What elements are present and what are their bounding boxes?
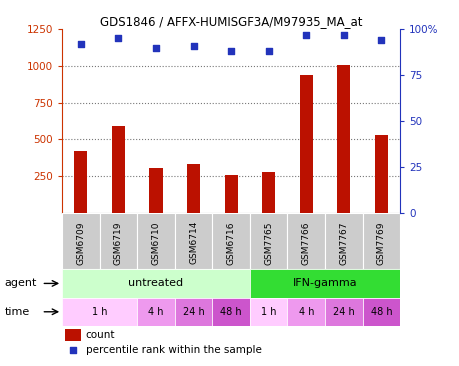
Bar: [137, 213, 174, 269]
Bar: [249, 298, 287, 326]
Bar: [149, 168, 162, 213]
Point: [190, 43, 197, 49]
Text: 1 h: 1 h: [260, 307, 276, 317]
Point: [377, 37, 384, 43]
Bar: [249, 269, 399, 298]
Text: 24 h: 24 h: [182, 307, 204, 317]
Bar: [100, 213, 137, 269]
Bar: [62, 213, 100, 269]
Bar: [362, 213, 399, 269]
Text: 4 h: 4 h: [298, 307, 313, 317]
Bar: [62, 298, 137, 326]
Bar: [325, 213, 362, 269]
Text: time: time: [5, 307, 30, 317]
Bar: [374, 135, 387, 213]
Point: [115, 36, 122, 41]
Bar: [174, 213, 212, 269]
Point: [302, 32, 309, 38]
Text: GSM6714: GSM6714: [189, 221, 198, 264]
Text: untreated: untreated: [128, 279, 183, 288]
Title: GDS1846 / AFFX-HUMISGF3A/M97935_MA_at: GDS1846 / AFFX-HUMISGF3A/M97935_MA_at: [100, 15, 362, 28]
Text: 48 h: 48 h: [370, 307, 392, 317]
Text: GSM6719: GSM6719: [114, 221, 123, 265]
Text: IFN-gamma: IFN-gamma: [292, 279, 357, 288]
Point: [339, 32, 347, 38]
Text: GSM6710: GSM6710: [151, 221, 160, 265]
Point: [152, 45, 159, 51]
Bar: [262, 172, 274, 213]
Bar: [62, 269, 249, 298]
Text: GSM6716: GSM6716: [226, 221, 235, 265]
Bar: [249, 213, 287, 269]
Text: percentile rank within the sample: percentile rank within the sample: [85, 345, 261, 355]
Point: [264, 48, 272, 54]
Text: 48 h: 48 h: [220, 307, 241, 317]
Bar: [287, 298, 325, 326]
Bar: [74, 151, 87, 213]
Bar: [212, 298, 249, 326]
Text: count: count: [85, 330, 115, 340]
Point: [69, 347, 77, 352]
Text: GSM6709: GSM6709: [76, 221, 85, 265]
Bar: [187, 164, 200, 213]
Text: GSM7766: GSM7766: [301, 221, 310, 265]
Text: GSM7767: GSM7767: [339, 221, 347, 265]
Text: agent: agent: [5, 279, 37, 288]
Bar: [287, 213, 325, 269]
Bar: [336, 65, 350, 213]
Text: 24 h: 24 h: [332, 307, 354, 317]
Bar: [362, 298, 399, 326]
Text: GSM7769: GSM7769: [376, 221, 385, 265]
Bar: [65, 329, 80, 341]
Bar: [299, 75, 312, 213]
Bar: [212, 213, 249, 269]
Bar: [325, 298, 362, 326]
Bar: [137, 298, 174, 326]
Text: GSM7765: GSM7765: [263, 221, 273, 265]
Bar: [112, 126, 125, 213]
Bar: [224, 175, 237, 213]
Point: [77, 41, 84, 47]
Text: 4 h: 4 h: [148, 307, 163, 317]
Text: 1 h: 1 h: [92, 307, 107, 317]
Bar: [174, 298, 212, 326]
Point: [227, 48, 234, 54]
